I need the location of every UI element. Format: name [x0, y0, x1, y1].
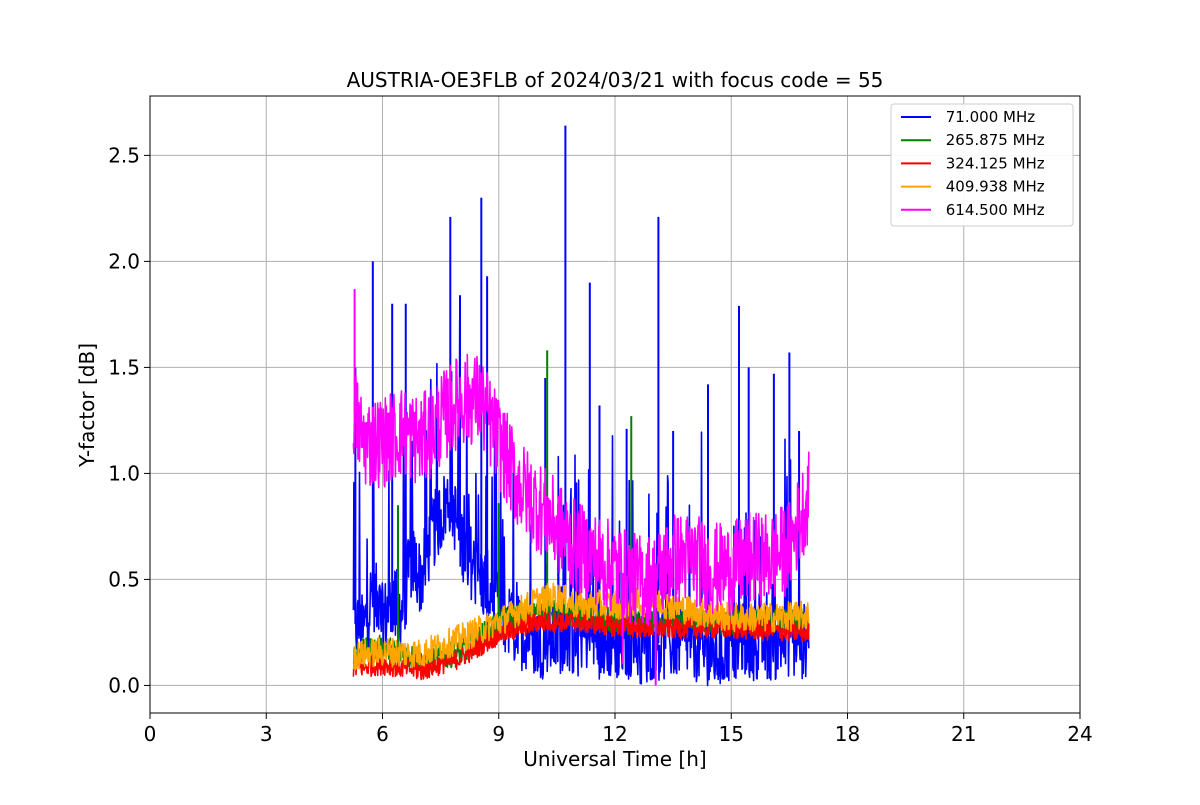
- x-tick-label: 12: [602, 722, 627, 746]
- series-line: [352, 582, 810, 671]
- series-line: [352, 319, 810, 687]
- x-tick-label: 15: [719, 722, 744, 746]
- y-tick-label: 2.5: [108, 143, 140, 167]
- x-tick-label: 0: [144, 722, 157, 746]
- x-axis-label: Universal Time [h]: [523, 747, 706, 771]
- legend-entry-label: 614.500 MHz: [941, 201, 1045, 219]
- legend-entry-label: 409.938 MHz: [941, 178, 1045, 196]
- series-line: [352, 353, 810, 627]
- legend-entry-label: 265.875 MHz: [941, 131, 1045, 149]
- x-tick-label: 3: [260, 722, 273, 746]
- x-tick-label: 24: [1067, 722, 1092, 746]
- legend: 71.000 MHz 265.875 MHz 324.125 MHz 409.9…: [890, 103, 1074, 227]
- legend-entry-label: 324.125 MHz: [941, 154, 1045, 172]
- y-tick-label: 1.0: [108, 461, 140, 485]
- x-tick-label: 6: [376, 722, 389, 746]
- series-layer: [352, 125, 810, 687]
- x-tick-label: 21: [951, 722, 976, 746]
- x-tick-label: 18: [835, 722, 860, 746]
- legend-box: [890, 103, 1074, 227]
- y-axis-label: Y-factor [dB]: [75, 343, 99, 468]
- x-tick-label: 9: [492, 722, 505, 746]
- y-tick-label: 1.5: [108, 355, 140, 379]
- y-tick-label: 0.5: [108, 567, 140, 591]
- axis-ticks: 0 3 6 9 12 15 18 21 24 0.0 0.5 1.0 1.5 2.0 2.5: [108, 143, 1093, 746]
- y-tick-label: 0.0: [108, 673, 140, 697]
- y-tick-label: 2.0: [108, 249, 140, 273]
- legend-entry-label: 71.000 MHz: [941, 108, 1035, 126]
- chart-title: AUSTRIA-OE3FLB of 2024/03/21 with focus …: [347, 68, 884, 92]
